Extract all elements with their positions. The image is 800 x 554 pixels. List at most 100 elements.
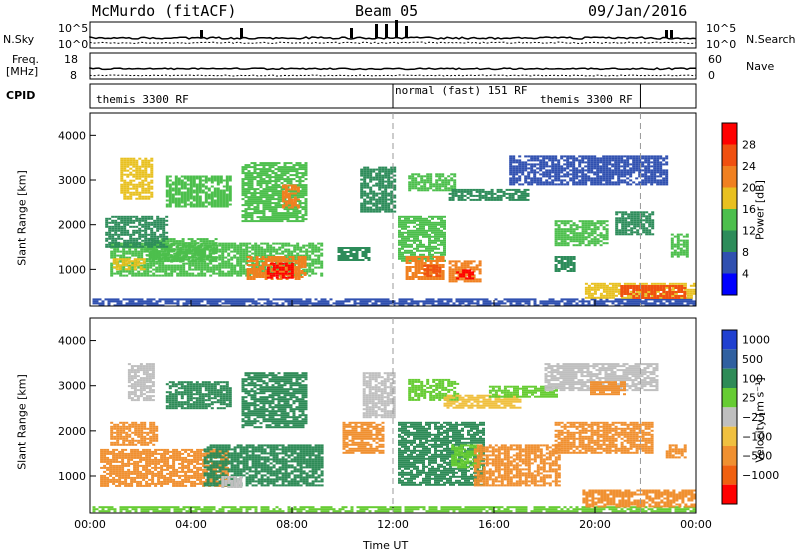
patch-velocity-patches-20 — [665, 444, 687, 459]
patch-power-patches-15 — [405, 256, 445, 280]
patch-velocity-patches-16 — [473, 444, 561, 487]
patch-power-patches-22 — [554, 220, 609, 247]
patch-velocity-patches-4 — [221, 476, 243, 488]
patch-power-patches-5 — [266, 262, 294, 279]
patch-velocity-patches-8 — [241, 372, 308, 429]
patch-velocity-patches-7 — [165, 381, 232, 410]
velocity-colorbar-swatch-4 — [722, 407, 737, 427]
patch-power-patches-14 — [398, 215, 446, 262]
power-colorbar-swatch-1 — [722, 252, 737, 274]
power-colorbar-swatch-3 — [722, 209, 737, 231]
velocity-ylabel: Slant Range [km] — [15, 374, 29, 470]
power-colorbar-frame — [721, 122, 738, 296]
patch-velocity-patches-19 — [590, 381, 626, 396]
ytick-label-2: 3000 — [58, 380, 86, 393]
velocity-colorbar-tick-label-7: −1000 — [742, 469, 779, 482]
xtick-label-2: 08:00 — [276, 518, 308, 531]
nsky-spike-6 — [405, 26, 408, 38]
velocity-colorbar-tick-label-3: 25 — [742, 392, 756, 405]
ytick-label-1: 2000 — [58, 425, 86, 438]
patch-power-patches-26 — [337, 247, 371, 261]
nsky-spike-4 — [385, 24, 388, 38]
freq-line — [89, 67, 696, 71]
nsky-strip-frame — [89, 21, 697, 49]
patch-velocity-patches-14 — [443, 394, 522, 409]
power-axis: 1000 2000 3000 4000 — [58, 113, 697, 306]
power-colorbar-tick-label-5: 24 — [742, 160, 756, 173]
velocity-colorbar-swatch-2 — [722, 368, 737, 388]
nsearch-label: N.Search — [746, 33, 796, 46]
power-patches — [92, 155, 696, 307]
ytick-label-3: 4000 — [58, 129, 86, 142]
freq-strip-frame — [89, 52, 697, 80]
ytick-label-2: 3000 — [58, 174, 86, 187]
xtick-label-5: 20:00 — [579, 518, 611, 531]
velocity-colorbar-swatch-1 — [722, 349, 737, 369]
patch-velocity-patches-9 — [342, 421, 385, 454]
xtick-label-4: 16:00 — [478, 518, 510, 531]
patch-velocity-patches-2 — [100, 448, 230, 487]
nsearch-line — [89, 41, 697, 45]
nsky-spike-0 — [200, 30, 203, 38]
velocity-colorbar-tick-label-4: −25 — [742, 411, 765, 424]
nsky-line — [89, 36, 697, 40]
nsky-spike-2 — [350, 28, 353, 38]
patch-power-patches-0 — [92, 298, 696, 307]
power-colorbar-tick-label-2: 12 — [742, 225, 756, 238]
patch-power-patches-10 — [165, 175, 232, 208]
patch-power-patches-18 — [456, 269, 475, 280]
velocity-colorbar-swatch-6 — [722, 446, 737, 466]
power-colorbar-tick-label-1: 8 — [742, 246, 749, 259]
power-colorbar-tick-label-3: 16 — [742, 203, 756, 216]
power-colorbar-label: Power [dB] — [753, 180, 767, 240]
patch-power-patches-8 — [105, 215, 169, 248]
ytick-label-3: 4000 — [58, 335, 86, 348]
ytick-label-1: 2000 — [58, 219, 86, 232]
velocity-colorbar-swatch-7 — [722, 465, 737, 485]
beam-title: Beam 05 — [355, 2, 419, 20]
velocity-colorbar-tick-label-0: 1000 — [742, 334, 770, 347]
power-colorbar-tick-label-4: 20 — [742, 182, 756, 195]
velocity-colorbar-swatch-8 — [722, 484, 737, 504]
patch-power-patches-16 — [423, 264, 442, 277]
ytick-label-0: 1000 — [58, 263, 86, 276]
freq-top-tick: 18 — [64, 53, 78, 66]
nave-label: Nave — [746, 60, 775, 73]
nsky-top-tick: 10^5 — [58, 22, 89, 35]
patch-velocity-patches-10 — [362, 372, 396, 419]
patch-velocity-patches-13 — [408, 378, 460, 401]
power-colorbar-swatch-5 — [722, 166, 737, 188]
patch-power-patches-6 — [145, 238, 218, 263]
cpid-label: CPID — [6, 89, 36, 102]
velocity-colorbar-tick-label-2: 100 — [742, 372, 763, 385]
velocity-colorbar-tick-label-1: 500 — [742, 353, 763, 366]
nsky-spike-7 — [665, 30, 668, 38]
patch-power-patches-21 — [509, 155, 669, 186]
patch-velocity-patches-3 — [203, 444, 324, 487]
cpid-segment-3: themis 3300 RF — [540, 93, 633, 106]
date-title: 09/Jan/2016 — [588, 2, 688, 20]
xtick-label-0: 00:00 — [74, 518, 106, 531]
power-colorbar: 4 8 12 16 20 24 28 — [721, 122, 756, 296]
power-ylabel: Slant Range [km] — [15, 170, 29, 266]
patch-power-patches-12 — [281, 184, 300, 209]
nave-top-tick: 60 — [708, 53, 722, 66]
xtick-label-3: 12:00 — [377, 518, 409, 531]
patch-power-patches-25 — [554, 256, 576, 272]
patch-power-patches-24 — [670, 233, 689, 258]
patch-power-patches-13 — [360, 166, 397, 213]
patch-power-patches-2 — [620, 285, 687, 299]
velocity-colorbar-frame — [721, 329, 738, 505]
patch-power-patches-7 — [112, 258, 146, 271]
velocity-colorbar-swatch-3 — [722, 388, 737, 408]
nsky-spike-8 — [670, 30, 673, 38]
power-colorbar-swatch-0 — [722, 273, 737, 295]
nsearch-bottom-tick: 10^0 — [706, 38, 737, 51]
time-xlabel: Time UT — [363, 539, 409, 552]
xtick-label-6: 00:00 — [680, 518, 712, 531]
nsky-spike-3 — [375, 24, 378, 38]
nave-line — [89, 74, 697, 77]
patch-velocity-patches-6 — [127, 363, 155, 402]
cpid-segment-2: normal (fast) 151 RF — [395, 84, 528, 97]
